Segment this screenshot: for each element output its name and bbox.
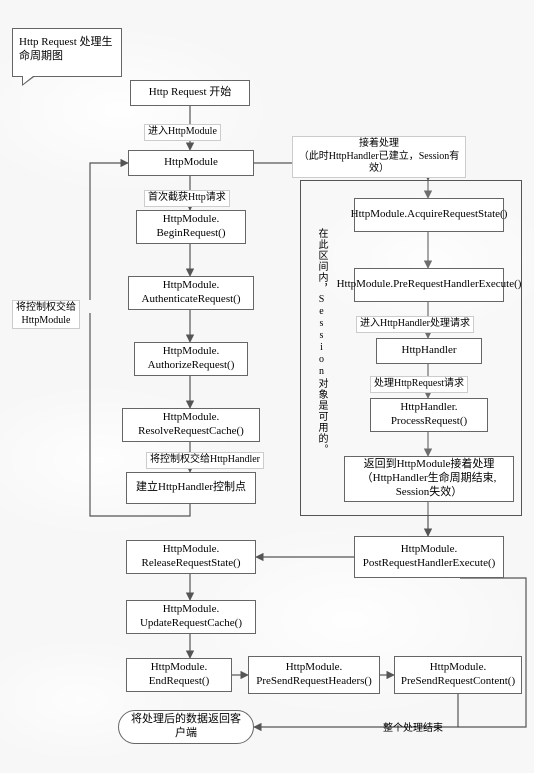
label-l_resume: 接着处理 （此时HttpHandler已建立，Session有效） xyxy=(292,136,466,178)
node-text-httpmodule: HttpModule xyxy=(164,156,218,170)
node-httpmodule: HttpModule xyxy=(128,150,254,176)
node-postexec: HttpModule. PostRequestHandlerExecute() xyxy=(354,536,504,578)
label-l_wholeend: 整个处理结束 xyxy=(380,722,446,737)
node-endreq: HttpModule. EndRequest() xyxy=(126,658,232,692)
node-update: HttpModule. UpdateRequestCache() xyxy=(126,600,256,634)
edge-21 xyxy=(458,578,526,727)
node-text-beginreq: HttpModule. BeginRequest() xyxy=(156,213,225,241)
node-handler: HttpHandler xyxy=(376,338,482,364)
node-text-endreq: HttpModule. EndRequest() xyxy=(149,661,209,689)
terminator-return-client: 将处理后的数据返回客户端 xyxy=(118,710,254,744)
label-l_givectrl: 将控制权交给 HttpModule xyxy=(12,300,80,329)
node-acquire: HttpModule.AcquireRequestState() xyxy=(354,198,504,232)
terminator-text: 将处理后的数据返回客户端 xyxy=(127,713,245,741)
node-text-return: 返回到HttpModule接着处理 （HttpHandler生命周期结束, Se… xyxy=(349,458,509,499)
node-preexec: HttpModule.PreRequestHandlerExecute() xyxy=(354,268,504,302)
node-process: HttpHandler. ProcessRequest() xyxy=(370,398,488,432)
node-text-resolve: HttpModule. ResolveRequestCache() xyxy=(138,411,244,439)
session-region-label: 在此区间内，Session对象是可用的。 xyxy=(316,228,327,455)
node-return: 返回到HttpModule接着处理 （HttpHandler生命周期结束, Se… xyxy=(344,456,514,502)
label-l_enter: 进入HttpModule xyxy=(144,124,221,141)
node-text-handler: HttpHandler xyxy=(402,344,457,358)
label-l_givehandler: 将控制权交给HttpHandler xyxy=(146,452,264,469)
node-release: HttpModule. ReleaseRequestState() xyxy=(126,540,256,574)
node-text-preexec: HttpModule.PreRequestHandlerExecute() xyxy=(337,278,522,292)
node-text-preheaders: HttpModule. PreSendRequestHeaders() xyxy=(256,661,371,689)
node-text-acquire: HttpModule.AcquireRequestState() xyxy=(351,208,508,222)
node-buildhandler: 建立HttpHandler控制点 xyxy=(126,472,256,504)
node-beginreq: HttpModule. BeginRequest() xyxy=(136,210,246,244)
node-text-authn: HttpModule. AuthenticateRequest() xyxy=(142,279,241,307)
node-authz: HttpModule. AuthorizeRequest() xyxy=(134,342,248,376)
node-authn: HttpModule. AuthenticateRequest() xyxy=(128,276,254,310)
node-text-postexec: HttpModule. PostRequestHandlerExecute() xyxy=(363,543,496,571)
label-l_procreq: 处理HttpRequest请求 xyxy=(370,376,468,393)
node-text-start: Http Request 开始 xyxy=(149,86,232,100)
node-precontent: HttpModule. PreSendRequestContent() xyxy=(394,656,522,694)
edge-19 xyxy=(90,163,128,300)
node-text-update: HttpModule. UpdateRequestCache() xyxy=(140,603,242,631)
node-text-precontent: HttpModule. PreSendRequestContent() xyxy=(401,661,515,689)
label-l_enterhandler: 进入HttpHandler处理请求 xyxy=(356,316,474,333)
diagram-title-text: Http Request 处理生命周期图 xyxy=(19,36,113,62)
node-text-buildhandler: 建立HttpHandler控制点 xyxy=(136,481,246,495)
node-preheaders: HttpModule. PreSendRequestHeaders() xyxy=(248,656,380,694)
diagram-title: Http Request 处理生命周期图 xyxy=(12,28,122,77)
node-text-release: HttpModule. ReleaseRequestState() xyxy=(142,543,241,571)
node-text-process: HttpHandler. ProcessRequest() xyxy=(391,401,467,429)
node-text-authz: HttpModule. AuthorizeRequest() xyxy=(148,345,235,373)
node-resolve: HttpModule. ResolveRequestCache() xyxy=(122,408,260,442)
node-start: Http Request 开始 xyxy=(130,80,250,106)
label-l_first: 首次截获Http请求 xyxy=(144,190,230,207)
